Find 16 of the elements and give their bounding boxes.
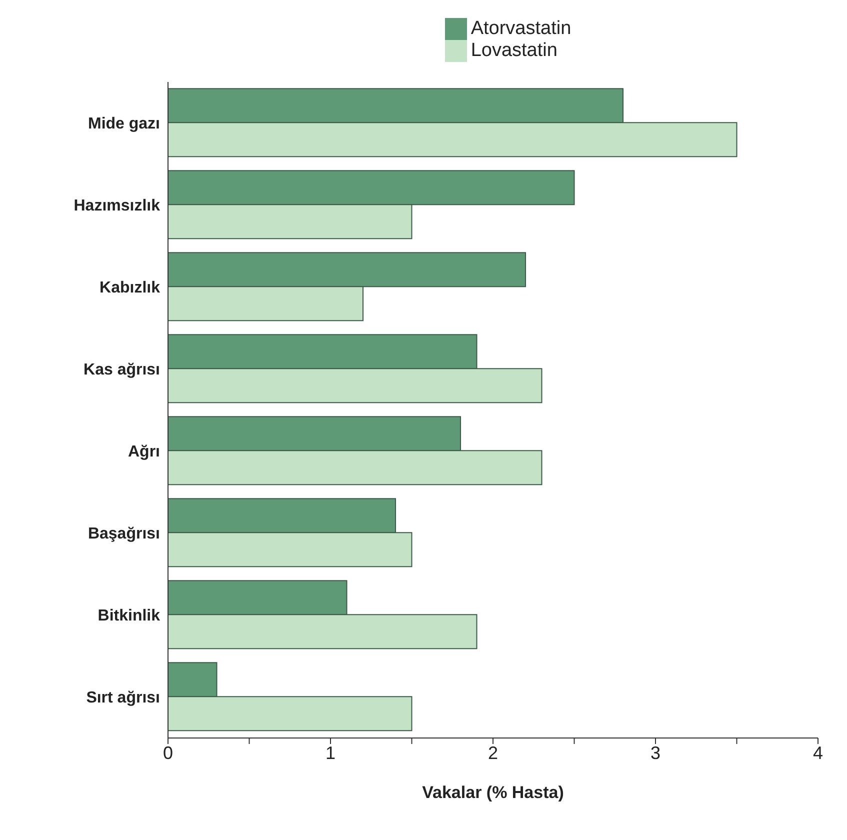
- y-tick-label: Hazımsızlık: [74, 198, 160, 215]
- y-tick-label: Başağrısı: [88, 526, 160, 543]
- y-tick-label: Sırt ağrısı: [86, 690, 160, 707]
- x-tick-label: 4: [812, 742, 824, 763]
- y-tick-label: Kabızlık: [100, 280, 160, 297]
- y-tick-label: Ağrı: [128, 444, 160, 461]
- y-tick-label: Kas ağrısı: [84, 362, 160, 379]
- x-axis-title: Vakalar (% Hasta): [422, 783, 564, 802]
- legend-label: Atorvastatin: [470, 18, 572, 40]
- x-tick-label: 0: [162, 742, 174, 763]
- legend-label: Lovastatin: [470, 40, 558, 62]
- x-tick-label: 2: [488, 742, 498, 763]
- y-tick-label: Mide gazı: [88, 116, 160, 133]
- x-tick-label: 1: [325, 742, 336, 763]
- x-tick-label: 3: [650, 742, 661, 763]
- y-tick-label: Bitkinlik: [98, 608, 160, 625]
